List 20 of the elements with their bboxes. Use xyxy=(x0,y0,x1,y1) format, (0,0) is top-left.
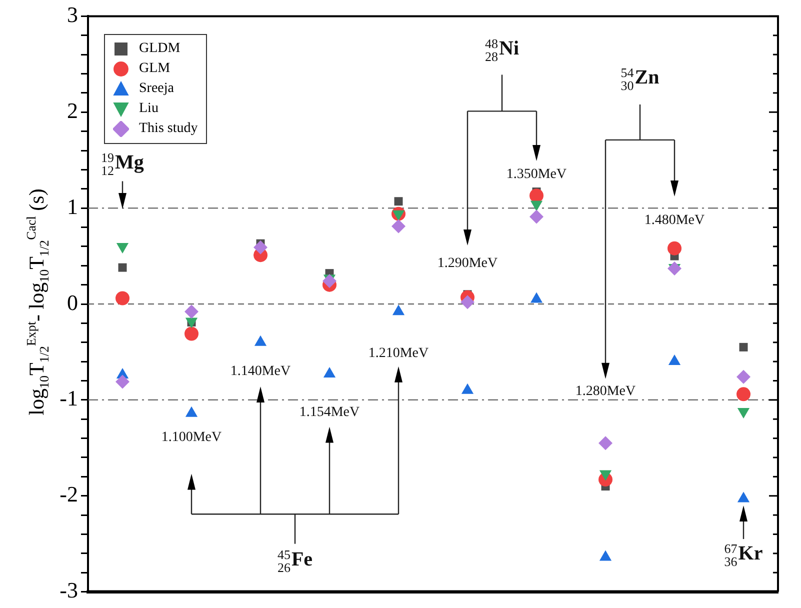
annotation: 1.100MeV xyxy=(161,430,222,446)
annotation: 1.154MeV xyxy=(299,405,360,420)
legend-label: Liu xyxy=(139,101,158,118)
y-tick-label: -3 xyxy=(60,578,78,603)
y-tick-label: 3 xyxy=(67,2,78,27)
legend-label: GLDM xyxy=(139,41,180,58)
legend-label: Sreeja xyxy=(139,81,174,98)
legend-label: GLM xyxy=(139,61,170,78)
y-tick-label: -1 xyxy=(60,386,78,411)
annotation: 1.480MeV xyxy=(644,213,705,228)
legend-label: This study xyxy=(139,121,198,138)
annotation: 1.290MeV xyxy=(437,256,498,271)
y-tick-label: 0 xyxy=(67,290,78,315)
y-tick-label: 1 xyxy=(67,194,78,219)
annotation: 1.350MeV xyxy=(506,167,567,182)
y-tick-label: 2 xyxy=(67,98,78,123)
annotation: 1.140MeV xyxy=(230,364,291,380)
annotation: 1.210MeV xyxy=(368,346,429,361)
annotation: 1.280MeV xyxy=(575,384,636,400)
y-tick-label: -2 xyxy=(60,482,78,507)
